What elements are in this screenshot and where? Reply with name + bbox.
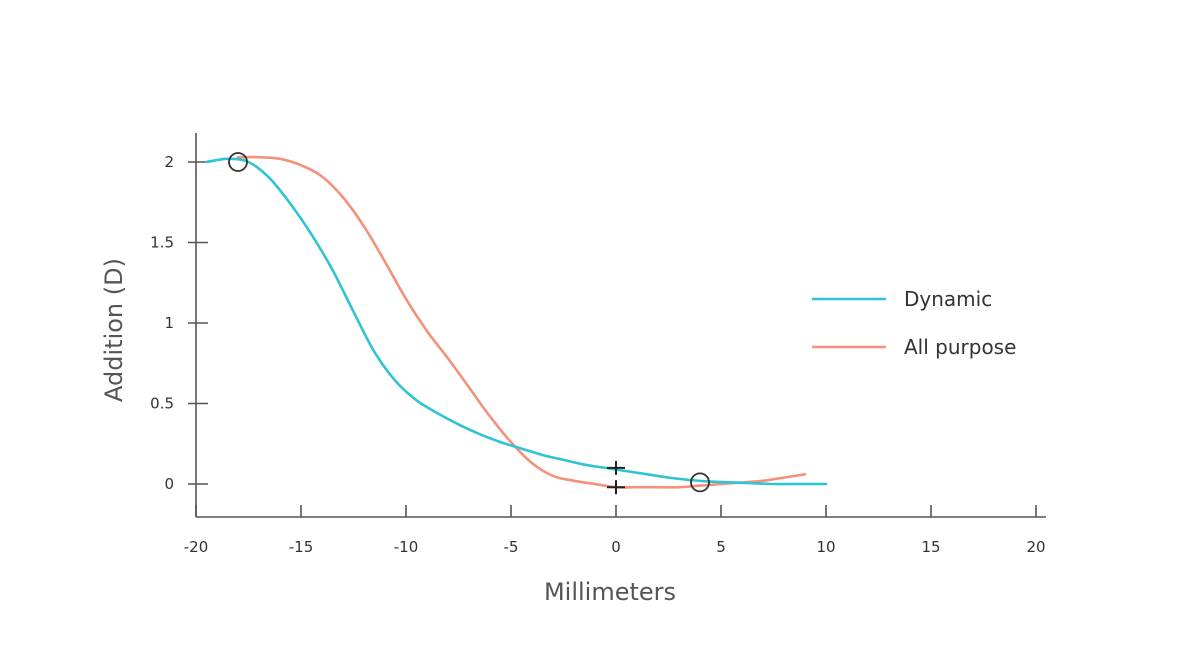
circle-marker (690, 472, 710, 493)
legend-item-dynamic: Dynamic (812, 287, 992, 311)
y-tick-label: 0 (164, 475, 174, 493)
x-tick-label: 0 (611, 538, 621, 556)
y-tick-label: 1 (164, 314, 174, 332)
x-tick-label: 10 (816, 538, 835, 556)
x-tick-label: -10 (394, 538, 419, 556)
legend-label-all-purpose: All purpose (904, 335, 1016, 359)
axes: -20 -15 -10 -5 0 5 10 15 20 0 0.5 1 1.5 2 (150, 133, 1046, 556)
x-tick-label: -20 (184, 538, 209, 556)
cross-marker (607, 460, 625, 475)
x-axis-title: Millimeters (544, 578, 676, 606)
series-line-dynamic (205, 157, 828, 486)
y-tick-label: 0.5 (150, 395, 174, 413)
legend-label-dynamic: Dynamic (904, 287, 992, 311)
marker-layer (228, 152, 710, 495)
x-tick-label: -5 (504, 538, 519, 556)
x-tick-label: 15 (921, 538, 940, 556)
x-tick-label: 5 (716, 538, 726, 556)
legend-item-all-purpose: All purpose (812, 335, 1016, 359)
x-tick-label: -15 (289, 538, 314, 556)
cross-marker (607, 480, 625, 495)
y-tick-label: 1.5 (150, 234, 174, 252)
y-axis-title: Addition (D) (100, 258, 128, 402)
circle-marker (228, 152, 248, 172)
y-tick-label: 2 (164, 153, 174, 171)
legend: Dynamic All purpose (812, 287, 1016, 359)
x-tick-label: 20 (1026, 538, 1045, 556)
series-line-all-purpose (236, 155, 807, 489)
series-layer (205, 155, 828, 489)
